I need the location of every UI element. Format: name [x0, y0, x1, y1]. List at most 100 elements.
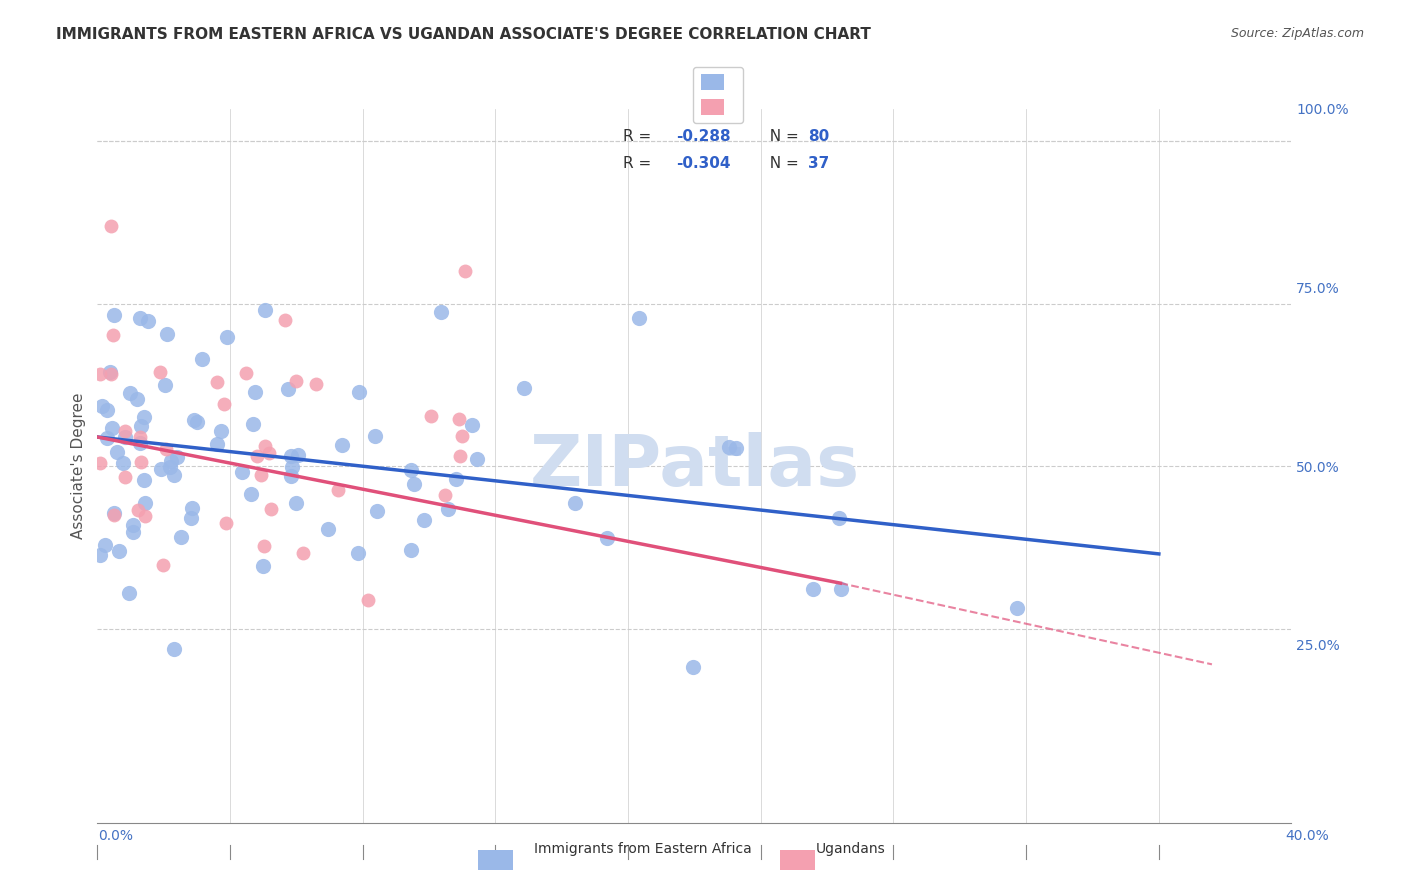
- Text: R =: R =: [623, 129, 661, 144]
- Point: [163, 468, 186, 483]
- Point: [254, 303, 277, 318]
- Point: [449, 411, 471, 425]
- Point: [118, 586, 141, 600]
- Point: [513, 381, 536, 395]
- Point: [166, 450, 188, 465]
- Point: [274, 312, 297, 326]
- Point: [114, 430, 136, 444]
- Point: [207, 375, 229, 389]
- Point: [453, 264, 475, 278]
- Point: [132, 409, 155, 424]
- Point: [122, 518, 145, 533]
- Text: Immigrants from Eastern Africa: Immigrants from Eastern Africa: [534, 842, 752, 856]
- Point: [100, 421, 122, 435]
- Point: [430, 304, 453, 318]
- Text: Source: ZipAtlas.com: Source: ZipAtlas.com: [1230, 27, 1364, 40]
- Point: [114, 424, 136, 438]
- Point: [129, 310, 152, 325]
- Point: [152, 558, 174, 572]
- Point: [347, 546, 370, 560]
- Point: [105, 444, 128, 458]
- Point: [129, 435, 152, 450]
- Point: [186, 415, 208, 429]
- Point: [155, 442, 177, 457]
- Point: [830, 582, 852, 596]
- Point: [100, 367, 122, 381]
- Point: [129, 419, 152, 434]
- Point: [131, 455, 153, 469]
- Point: [149, 365, 172, 379]
- Point: [465, 452, 488, 467]
- Point: [134, 496, 156, 510]
- Text: N =: N =: [761, 129, 804, 144]
- Point: [449, 449, 471, 463]
- Point: [292, 546, 315, 560]
- Y-axis label: Associate's Degree: Associate's Degree: [72, 393, 86, 540]
- Point: [180, 511, 202, 525]
- Point: [136, 314, 159, 328]
- Text: -0.288: -0.288: [676, 129, 731, 144]
- Point: [209, 424, 232, 438]
- Point: [246, 449, 269, 463]
- Point: [90, 399, 112, 413]
- Point: [284, 496, 307, 510]
- Point: [191, 352, 214, 367]
- Point: [305, 377, 328, 392]
- Point: [420, 409, 443, 424]
- Point: [682, 660, 704, 674]
- Point: [134, 508, 156, 523]
- Point: [101, 327, 124, 342]
- Point: [215, 330, 238, 344]
- Point: [103, 308, 125, 322]
- Point: [725, 441, 748, 455]
- Point: [242, 417, 264, 432]
- Point: [461, 417, 484, 432]
- Point: [96, 431, 118, 445]
- Point: [357, 592, 380, 607]
- Point: [207, 437, 229, 451]
- Text: IMMIGRANTS FROM EASTERN AFRICA VS UGANDAN ASSOCIATE'S DEGREE CORRELATION CHART: IMMIGRANTS FROM EASTERN AFRICA VS UGANDA…: [56, 27, 872, 42]
- Point: [94, 538, 117, 552]
- Point: [245, 384, 267, 399]
- Point: [156, 327, 179, 342]
- Point: [153, 377, 176, 392]
- Point: [401, 463, 423, 477]
- Point: [170, 530, 193, 544]
- Point: [328, 483, 350, 498]
- Point: [127, 502, 149, 516]
- Point: [96, 402, 118, 417]
- Point: [277, 382, 299, 396]
- Point: [281, 459, 304, 474]
- Point: [404, 477, 426, 491]
- Point: [215, 516, 238, 530]
- Point: [134, 473, 156, 487]
- Point: [100, 219, 122, 233]
- Point: [183, 412, 205, 426]
- Point: [122, 524, 145, 539]
- Point: [828, 511, 851, 525]
- Point: [89, 548, 111, 562]
- Point: [253, 539, 276, 553]
- Point: [347, 385, 370, 400]
- Point: [399, 542, 422, 557]
- Point: [1007, 600, 1029, 615]
- Text: 0.0%: 0.0%: [98, 829, 134, 843]
- Point: [149, 462, 172, 476]
- Point: [235, 366, 257, 380]
- Point: [159, 454, 181, 468]
- Point: [717, 440, 740, 454]
- Point: [118, 385, 141, 400]
- Point: [444, 472, 467, 486]
- Point: [450, 429, 472, 443]
- Point: [412, 513, 434, 527]
- Text: 40.0%: 40.0%: [1285, 829, 1329, 843]
- Point: [280, 450, 302, 464]
- Text: N =: N =: [761, 156, 804, 171]
- Point: [180, 501, 202, 516]
- Point: [89, 456, 111, 470]
- Point: [252, 559, 274, 574]
- Point: [112, 456, 135, 470]
- Point: [103, 506, 125, 520]
- Point: [433, 488, 456, 502]
- Point: [239, 487, 262, 501]
